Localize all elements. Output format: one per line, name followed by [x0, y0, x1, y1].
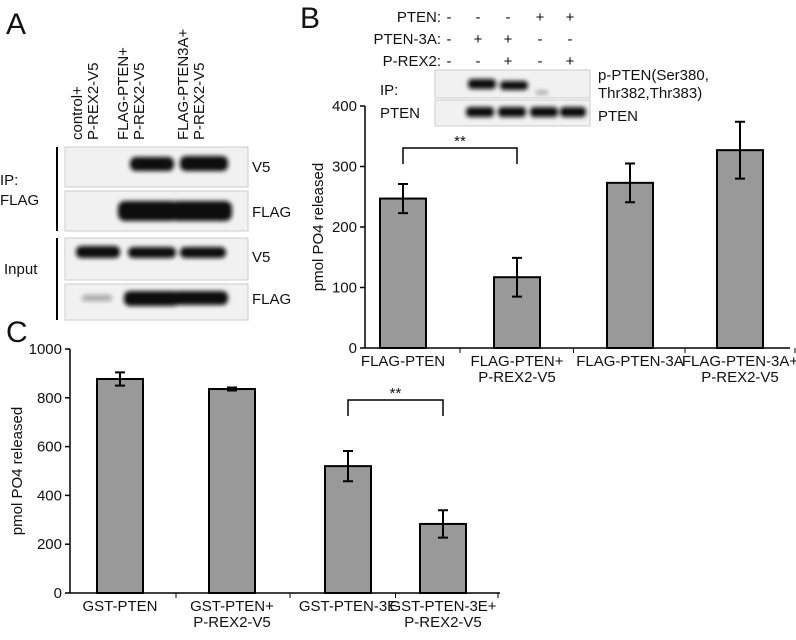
error-bar	[512, 256, 522, 298]
blot-label: p-PTEN(Ser380, Thr382,Thr383)	[598, 67, 709, 102]
row-label: PTEN:	[397, 9, 441, 26]
y-axis-label: pmol PO4 released	[9, 407, 26, 535]
y-tick-label: 100	[332, 280, 357, 297]
sign: +	[566, 9, 575, 26]
x-tick-label: GST-PTEN+ P-REX2-V5	[190, 598, 274, 631]
panel-label: B	[300, 2, 320, 35]
significance-bracket	[347, 399, 444, 416]
y-tick-label: 0	[54, 585, 62, 602]
lane-label: FLAG-PTEN3A+P-REX2-V5	[175, 28, 208, 140]
error-bar	[227, 386, 237, 392]
y-tick-label: 600	[37, 439, 62, 456]
annotation: **	[454, 133, 466, 150]
y-tick-label: 800	[37, 390, 62, 407]
band-label: V5	[252, 249, 270, 266]
group-label: IP: FLAG	[0, 172, 39, 209]
sign: +	[504, 53, 513, 70]
sign: -	[568, 31, 573, 48]
y-tick-label: 200	[37, 536, 62, 553]
bands-a	[76, 156, 232, 306]
y-tick-label: 400	[332, 98, 357, 115]
error-bar	[343, 449, 353, 483]
bar	[324, 465, 372, 594]
panel-label: A	[6, 8, 26, 41]
sign: -	[447, 9, 452, 26]
sign: +	[474, 31, 483, 48]
blot-label: PTEN	[598, 108, 638, 125]
sign: +	[504, 31, 513, 48]
y-tick-label: 1000	[29, 341, 62, 358]
band-label: FLAG	[252, 204, 291, 221]
bands-b	[466, 79, 586, 117]
panel-label: C	[6, 316, 28, 349]
sign: -	[447, 31, 452, 48]
annotation: **	[390, 385, 402, 402]
error-bar	[735, 120, 745, 180]
significance-bracket	[402, 147, 518, 164]
band-label: V5	[252, 159, 270, 176]
sign: -	[538, 31, 543, 48]
blot-a	[64, 146, 249, 321]
bar	[379, 197, 427, 349]
lane-label: control+P-REX2-V5	[69, 62, 102, 140]
blot-label: IP:	[380, 82, 398, 99]
error-bar	[398, 183, 408, 215]
x-tick-label: GST-PTEN-3E	[299, 598, 397, 615]
y-tick-label: 400	[37, 487, 62, 504]
bar	[96, 378, 144, 594]
x-tick-label: FLAG-PTEN	[361, 353, 445, 370]
x-tick-label: FLAG-PTEN+ P-REX2-V5	[471, 353, 564, 386]
sign: -	[506, 9, 511, 26]
blot-label: PTEN	[380, 105, 420, 122]
bar	[716, 149, 764, 349]
group-label: Input	[4, 261, 38, 278]
error-bar	[625, 162, 635, 204]
band-label: FLAG	[252, 291, 291, 308]
y-tick-label: 300	[332, 159, 357, 176]
sign: -	[476, 9, 481, 26]
error-bar	[438, 509, 448, 539]
row-label: P-REX2:	[383, 53, 441, 70]
y-tick-label: 200	[332, 219, 357, 236]
row-label: PTEN-3A:	[373, 31, 441, 48]
error-bar	[115, 371, 125, 387]
sign: -	[447, 53, 452, 70]
sign: +	[566, 53, 575, 70]
x-tick-label: FLAG-PTEN-3A+ P-REX2-V5	[682, 353, 796, 386]
sign: +	[536, 9, 545, 26]
x-tick-label: GST-PTEN-3E+ P-REX2-V5	[389, 598, 496, 631]
x-tick-label: GST-PTEN	[82, 598, 157, 615]
sign: -	[538, 53, 543, 70]
y-tick-label: 0	[349, 340, 357, 357]
blot-b	[434, 69, 591, 127]
x-tick-label: FLAG-PTEN-3A	[576, 353, 684, 370]
bar	[606, 181, 654, 349]
sign: -	[476, 53, 481, 70]
y-axis-label: pmol PO4 released	[310, 163, 327, 291]
bar	[208, 388, 256, 594]
lane-label: FLAG-PTEN+P-REX2-V5	[115, 47, 148, 140]
